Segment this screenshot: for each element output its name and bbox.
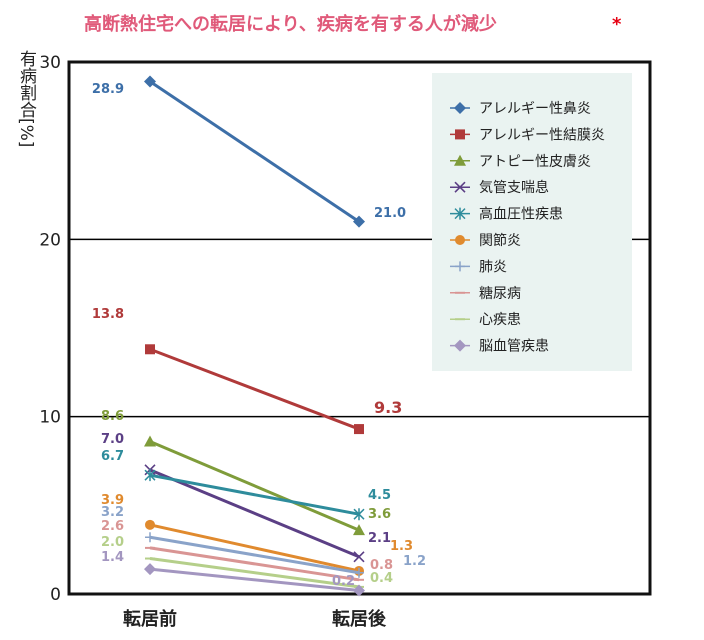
series-line-5 bbox=[149, 523, 360, 573]
legend-label-1: アレルギー性結膜炎 bbox=[479, 127, 605, 143]
legend-item-5: 関節炎 bbox=[450, 232, 521, 249]
point-before-0 bbox=[144, 75, 156, 88]
label-before-9: 1.4 bbox=[101, 550, 124, 565]
legend-item-9: 脳血管疾患 bbox=[450, 339, 549, 355]
point-before-9 bbox=[144, 563, 156, 576]
legend-label-6: 肺炎 bbox=[479, 259, 507, 275]
title-asterisk: * bbox=[612, 14, 622, 35]
series-0 bbox=[144, 75, 365, 228]
point-after-6 bbox=[354, 567, 364, 578]
series-line-9 bbox=[149, 567, 360, 592]
label-after-2: 3.6 bbox=[368, 507, 391, 522]
legend-label-0: アレルギー性鼻炎 bbox=[479, 100, 591, 117]
series-7 bbox=[145, 546, 364, 582]
legend-item-1: アレルギー性結膜炎 bbox=[450, 127, 605, 143]
series-line-7 bbox=[149, 546, 360, 582]
point-after-1 bbox=[354, 424, 364, 435]
point-after-4 bbox=[353, 508, 365, 521]
legend: アレルギー性鼻炎アレルギー性結膜炎アトピー性皮膚炎気管支喘息高血圧性疾患関節炎肺… bbox=[450, 100, 605, 355]
series-2 bbox=[144, 435, 365, 536]
label-before-0: 28.9 bbox=[92, 82, 124, 97]
data-labels: 28.9 21.0 13.8 9.3 8.6 3.6 7.0 2.1 6.7 4.5 3.9 1.3 3… bbox=[92, 82, 426, 589]
series-9 bbox=[144, 563, 365, 597]
label-before-8: 2.0 bbox=[101, 535, 124, 550]
point-before-6 bbox=[145, 532, 155, 543]
legend-item-0: アレルギー性鼻炎 bbox=[450, 100, 591, 117]
series-4 bbox=[144, 469, 365, 521]
label-before-5: 3.9 bbox=[101, 493, 124, 508]
label-after-7: 0.8 bbox=[370, 558, 393, 573]
label-after-8: 0.4 bbox=[370, 571, 393, 586]
label-after-0: 21.0 bbox=[374, 206, 406, 221]
series-line-1 bbox=[149, 347, 360, 431]
label-before-4: 6.7 bbox=[101, 449, 124, 464]
legend-label-4: 高血圧性疾患 bbox=[479, 206, 563, 223]
legend-marker-4 bbox=[454, 207, 466, 220]
legend-marker-6 bbox=[455, 261, 465, 272]
label-before-3: 7.0 bbox=[101, 432, 124, 447]
y-axis-label: 有病割合[%] bbox=[16, 50, 37, 147]
series-line-3 bbox=[149, 468, 360, 559]
legend-label-7: 糖尿病 bbox=[479, 286, 521, 302]
legend-marker-5 bbox=[455, 235, 465, 245]
label-after-6: 1.2 bbox=[403, 554, 426, 569]
legend-item-6: 肺炎 bbox=[450, 259, 507, 275]
point-before-4 bbox=[144, 469, 156, 482]
label-before-6: 3.2 bbox=[101, 505, 124, 520]
legend-marker-0 bbox=[454, 102, 466, 114]
series-line-2 bbox=[149, 440, 360, 532]
legend-item-7: 糖尿病 bbox=[450, 286, 521, 302]
label-before-2: 8.6 bbox=[101, 409, 124, 424]
series-line-0 bbox=[149, 80, 360, 223]
legend-marker-3 bbox=[454, 181, 466, 193]
legend-label-9: 脳血管疾患 bbox=[479, 339, 549, 355]
point-before-2 bbox=[144, 435, 156, 447]
legend-item-2: アトピー性皮膚炎 bbox=[450, 154, 591, 170]
label-after-3: 2.1 bbox=[368, 531, 391, 546]
x-axis-categories: 転居前 転居後 bbox=[123, 608, 387, 630]
legend-label-8: 心疾患 bbox=[479, 312, 521, 328]
label-before-1: 13.8 bbox=[92, 307, 124, 322]
legend-label-2: アトピー性皮膚炎 bbox=[479, 154, 591, 170]
legend-item-3: 気管支喘息 bbox=[450, 179, 549, 196]
legend-marker-9 bbox=[454, 339, 466, 352]
label-after-1: 9.3 bbox=[374, 398, 402, 417]
point-after-0 bbox=[353, 215, 365, 228]
y-tick-10: 10 bbox=[39, 408, 61, 428]
point-after-3 bbox=[353, 551, 365, 563]
legend-item-4: 高血圧性疾患 bbox=[450, 206, 563, 223]
series-line-6 bbox=[149, 535, 360, 575]
legend-marker-1 bbox=[455, 129, 465, 140]
x-category-1: 転居後 bbox=[332, 608, 387, 630]
label-after-9: 0.2 bbox=[332, 574, 355, 589]
series-line-4 bbox=[149, 473, 360, 516]
label-after-4: 4.5 bbox=[368, 488, 391, 503]
y-tick-0: 0 bbox=[50, 585, 61, 605]
point-after-9 bbox=[353, 584, 365, 597]
point-before-5 bbox=[145, 519, 155, 530]
chart-title: 高断熱住宅への転居により、疾病を有する人が減少 bbox=[84, 13, 497, 35]
label-before-7: 2.6 bbox=[101, 519, 124, 534]
series-1 bbox=[145, 344, 364, 435]
legend-label-3: 気管支喘息 bbox=[479, 179, 549, 196]
y-tick-20: 20 bbox=[39, 230, 61, 250]
legend-box bbox=[432, 73, 632, 371]
series-group bbox=[144, 75, 365, 597]
legend-marker-2 bbox=[454, 154, 466, 166]
label-after-5: 1.3 bbox=[390, 539, 413, 554]
legend-label-5: 関節炎 bbox=[479, 232, 521, 249]
point-after-2 bbox=[353, 524, 365, 536]
x-category-0: 転居前 bbox=[123, 608, 177, 630]
legend-item-8: 心疾患 bbox=[450, 312, 521, 328]
series-line-8 bbox=[149, 557, 360, 589]
y-axis-ticks: 0 10 20 30 bbox=[39, 53, 61, 605]
point-before-1 bbox=[145, 344, 155, 355]
y-tick-30: 30 bbox=[39, 53, 61, 73]
series-6 bbox=[145, 532, 364, 578]
